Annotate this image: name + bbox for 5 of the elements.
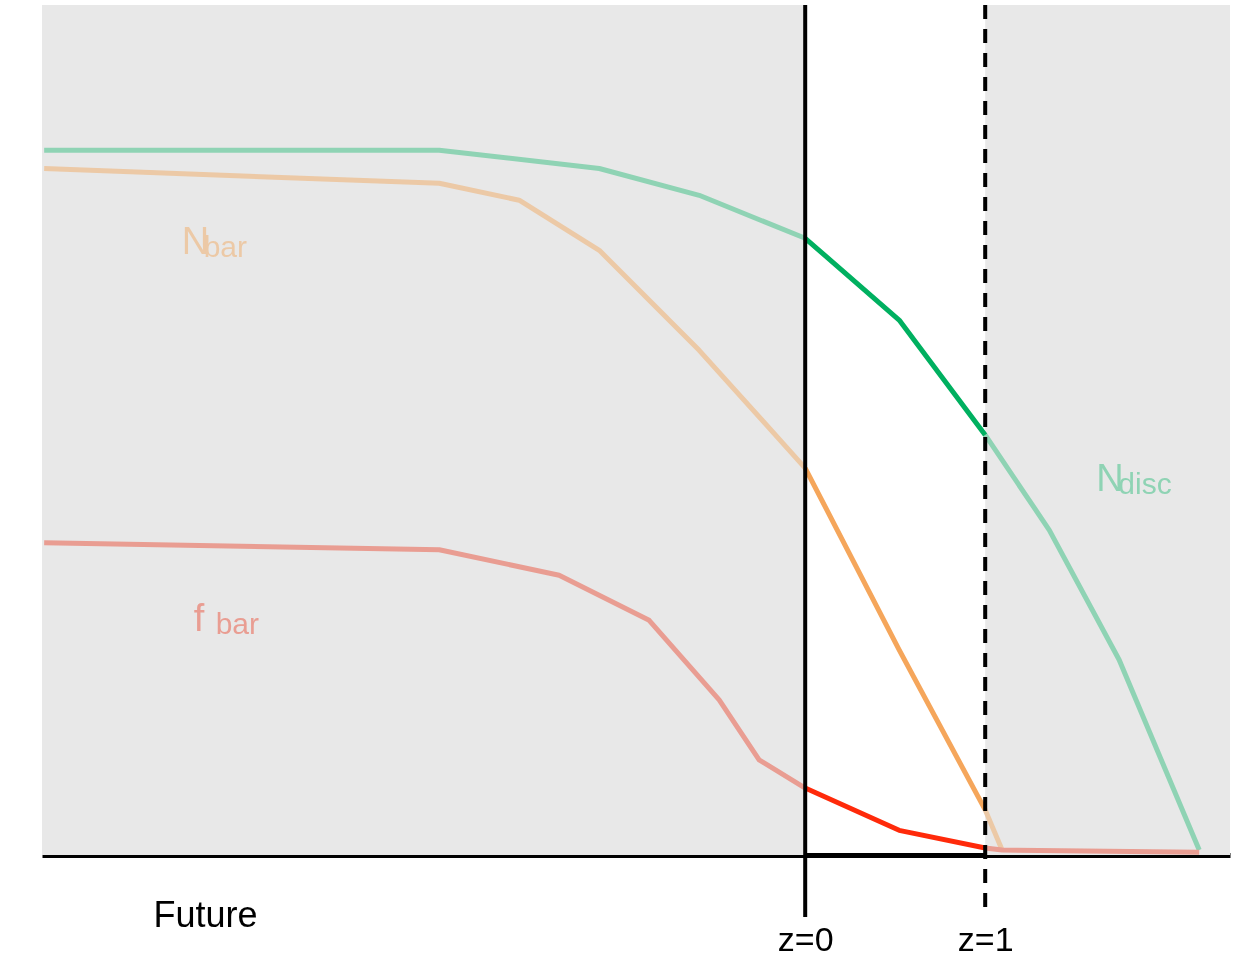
x-tick-label: z=1 [957,919,1014,958]
series-label: Ndisc [1096,457,1172,501]
x-tick-label: z=0 [777,919,834,958]
series-label: Nbar [181,219,248,263]
x-axis-title: Future [153,893,258,935]
